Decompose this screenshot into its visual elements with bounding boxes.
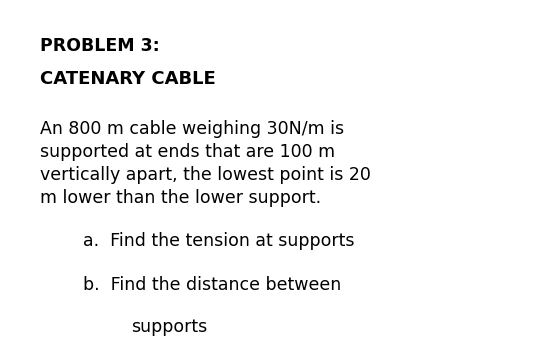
Text: CATENARY CABLE: CATENARY CABLE	[40, 70, 216, 88]
Text: a.  Find the tension at supports: a. Find the tension at supports	[83, 232, 354, 250]
Text: PROBLEM 3:: PROBLEM 3:	[40, 37, 160, 55]
Text: b.  Find the distance between: b. Find the distance between	[83, 276, 341, 294]
Text: supports: supports	[131, 318, 207, 336]
Text: An 800 m cable weighing 30N/m is
supported at ends that are 100 m
vertically apa: An 800 m cable weighing 30N/m is support…	[40, 120, 371, 207]
